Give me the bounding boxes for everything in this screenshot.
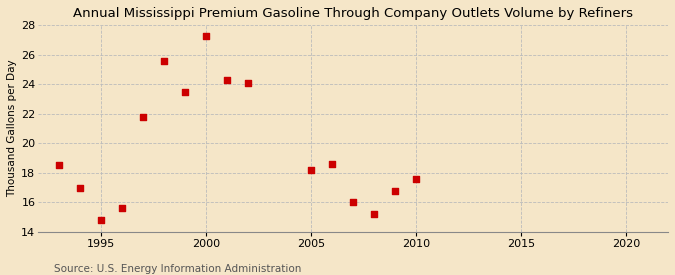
Point [96, 218, 107, 222]
Point [348, 200, 358, 205]
Point [410, 177, 421, 181]
Point [221, 78, 232, 82]
Point [54, 163, 65, 168]
Point [306, 168, 317, 172]
Y-axis label: Thousand Gallons per Day: Thousand Gallons per Day [7, 60, 17, 197]
Point [138, 115, 148, 119]
Title: Annual Mississippi Premium Gasoline Through Company Outlets Volume by Refiners: Annual Mississippi Premium Gasoline Thro… [73, 7, 633, 20]
Point [117, 206, 128, 210]
Point [243, 81, 254, 85]
Point [180, 89, 190, 94]
Text: Source: U.S. Energy Information Administration: Source: U.S. Energy Information Administ… [54, 264, 301, 274]
Point [75, 185, 86, 190]
Point [159, 59, 169, 63]
Point [327, 162, 338, 166]
Point [389, 188, 400, 193]
Point [369, 212, 379, 216]
Point [200, 33, 211, 38]
